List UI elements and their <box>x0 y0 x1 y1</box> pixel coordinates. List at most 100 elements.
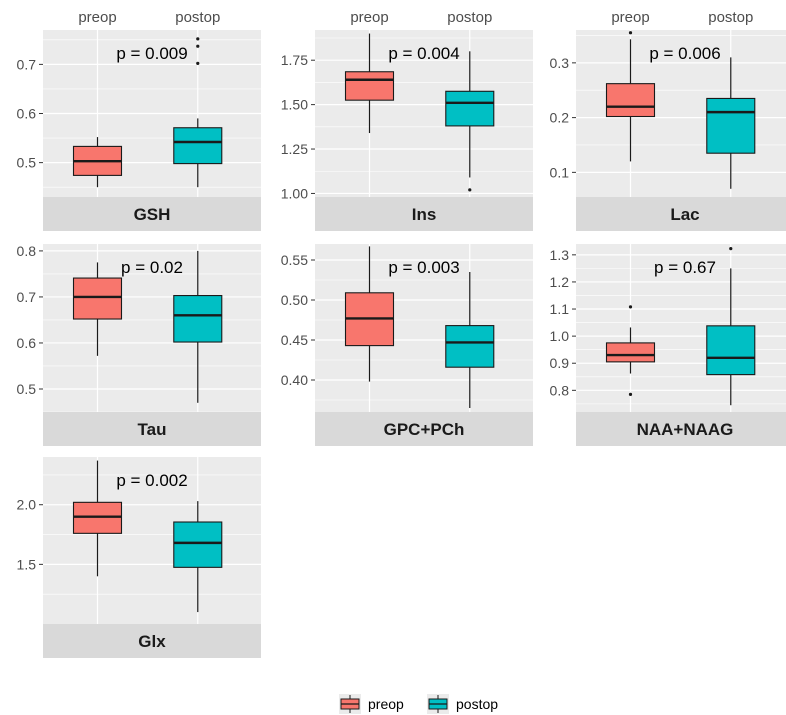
y-tick-label: 1.75 <box>281 52 308 68</box>
box-body <box>706 325 756 376</box>
box-body <box>173 127 223 165</box>
top-category-label-preop: preop <box>350 9 388 26</box>
box-body <box>605 342 656 363</box>
facet-strip <box>43 412 261 446</box>
facet-strip <box>576 197 786 231</box>
box-preop <box>72 460 123 577</box>
p-value-label: p = 0.009 <box>116 44 187 63</box>
box-postop <box>173 501 223 613</box>
panel-background <box>43 244 261 412</box>
top-category-label-preop: preop <box>78 9 116 26</box>
y-tick-label: 0.3 <box>550 55 570 71</box>
panel-naa-naag: 0.8 0.9 1.0 1.1 1.2 1.3 p = 0.67 NAA+NAAG <box>550 244 786 446</box>
y-tick-label: 0.2 <box>550 110 570 126</box>
box-preop <box>605 31 656 162</box>
facet-strip-label: Ins <box>412 205 437 224</box>
y-tick-label: 0.8 <box>17 243 37 259</box>
outlier-point <box>196 37 200 41</box>
panel-gsh: 0.5 0.6 0.7 p = 0.009 GSH <box>17 30 261 231</box>
facet-strip-label: NAA+NAAG <box>637 420 734 439</box>
panel-background <box>315 30 533 197</box>
facet-strip-label: GSH <box>134 205 171 224</box>
facet-strip-label: GPC+PCh <box>384 420 465 439</box>
y-tick-label: 0.50 <box>281 292 308 308</box>
top-category-label-preop: preop <box>611 9 649 26</box>
panel-glx: 1.5 2.0 p = 0.002 Glx <box>17 457 261 658</box>
y-tick-label: 0.6 <box>17 106 37 122</box>
panel-background <box>43 457 261 624</box>
box-body <box>706 97 756 154</box>
box-postop <box>706 247 756 406</box>
facet-strip-label: Lac <box>670 205 699 224</box>
y-tick-label: 0.45 <box>281 332 308 348</box>
y-tick-label: 0.7 <box>17 289 37 305</box>
facet-strip <box>43 624 261 658</box>
box-postop <box>173 37 223 188</box>
p-value-label: p = 0.002 <box>116 471 187 490</box>
top-category-label-postop: postop <box>708 9 753 26</box>
y-tick-label: 1.00 <box>281 185 308 201</box>
y-tick-label: 0.1 <box>550 164 570 180</box>
y-tick-label: 0.6 <box>17 335 37 351</box>
legend-label-preop: preop <box>368 696 404 712</box>
facet-panels: 0.5 0.6 0.7 p = 0.009 GSH 1.00 1.25 1.50 1.75 p =… <box>17 30 786 658</box>
box-preop <box>72 137 123 188</box>
panel-tau: 0.5 0.6 0.7 0.8 p = 0.02 Tau <box>17 243 261 446</box>
y-tick-label: 0.55 <box>281 252 308 268</box>
panel-gpc-pch: 0.40 0.45 0.50 0.55 p = 0.003 GPC+PCh <box>281 244 533 446</box>
outlier-point <box>196 44 200 48</box>
p-value-label: p = 0.003 <box>388 258 459 277</box>
y-tick-label: 0.5 <box>17 381 37 397</box>
y-tick-label: 1.1 <box>550 301 570 317</box>
outlier-point <box>628 31 633 35</box>
box-postop <box>706 57 756 189</box>
outlier-point <box>196 61 200 65</box>
panel-lac: 0.1 0.2 0.3 p = 0.006 Lac <box>550 30 786 231</box>
legend-label-postop: postop <box>456 696 498 712</box>
box-postop <box>445 51 495 192</box>
facet-strip-label: Glx <box>138 632 166 651</box>
p-value-label: p = 0.02 <box>121 258 183 277</box>
box-body <box>445 325 495 368</box>
legend-item-preop: preop <box>339 694 404 714</box>
facet-strip-label: Tau <box>138 420 167 439</box>
y-tick-label: 1.50 <box>281 97 308 113</box>
box-body <box>173 295 223 343</box>
p-value-label: p = 0.67 <box>654 258 716 277</box>
facet-strip <box>315 197 533 231</box>
y-tick-label: 1.0 <box>550 328 570 344</box>
p-value-label: p = 0.006 <box>649 44 720 63</box>
box-preop <box>72 262 123 356</box>
y-tick-label: 0.5 <box>17 155 37 171</box>
outlier-point <box>729 247 733 251</box>
box-postop <box>445 272 495 408</box>
top-category-labels: preop postop preop postop preop postop <box>78 9 753 26</box>
box-preop <box>344 33 395 134</box>
box-preop <box>605 305 656 396</box>
y-tick-label: 2.0 <box>17 497 37 513</box>
y-tick-label: 1.25 <box>281 141 308 157</box>
top-category-label-postop: postop <box>175 9 220 26</box>
y-tick-label: 1.5 <box>17 556 37 572</box>
y-tick-label: 0.9 <box>550 355 570 371</box>
legend-item-postop: postop <box>427 694 498 714</box>
facet-strip <box>43 197 261 231</box>
y-tick-label: 0.40 <box>281 372 308 388</box>
legend: preop postop <box>339 694 498 714</box>
outlier-point <box>628 305 633 309</box>
box-postop <box>173 250 223 403</box>
y-tick-label: 0.8 <box>550 382 570 398</box>
box-body <box>173 521 223 568</box>
outlier-point <box>628 392 633 396</box>
box-body <box>72 277 123 320</box>
y-tick-label: 1.3 <box>550 247 570 263</box>
facet-strip <box>315 412 533 446</box>
panel-ins: 1.00 1.25 1.50 1.75 p = 0.004 Ins <box>281 30 533 231</box>
box-body <box>344 71 395 101</box>
y-tick-label: 0.7 <box>17 56 37 72</box>
p-value-label: p = 0.004 <box>388 44 459 63</box>
top-category-label-postop: postop <box>447 9 492 26</box>
box-body <box>605 83 656 118</box>
box-preop <box>344 246 395 382</box>
